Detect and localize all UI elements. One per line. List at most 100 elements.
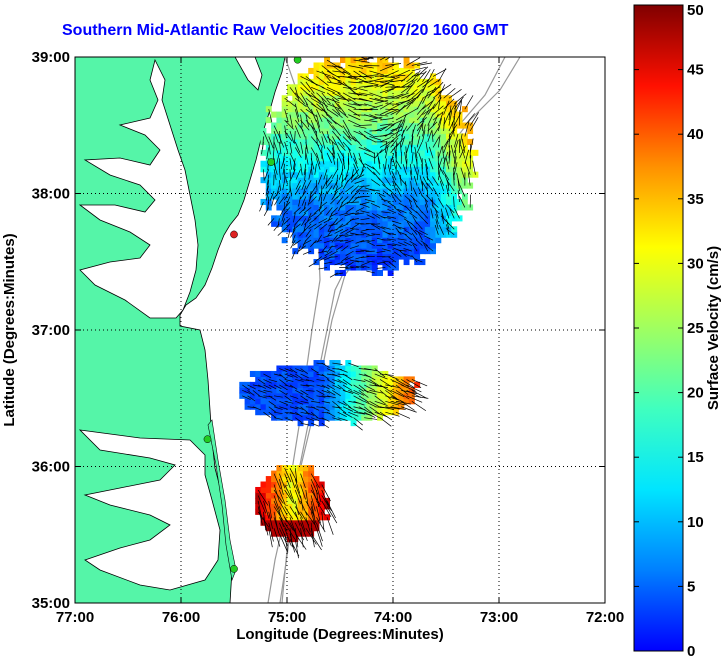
velocity-arrow xyxy=(414,146,418,159)
velocity-cell xyxy=(345,188,352,195)
velocity-arrow xyxy=(273,169,277,181)
velocity-arrow xyxy=(310,163,313,175)
velocity-arrow xyxy=(305,384,315,387)
velocity-arrow xyxy=(268,511,273,529)
velocity-arrow xyxy=(348,406,359,413)
velocity-arrow xyxy=(353,114,367,116)
velocity-arrow xyxy=(310,484,317,501)
velocity-arrow xyxy=(376,152,381,164)
velocity-cell xyxy=(403,67,410,74)
velocity-arrow xyxy=(316,109,323,122)
velocity-arrow xyxy=(358,152,363,165)
velocity-cell xyxy=(393,248,399,255)
velocity-arrow xyxy=(360,231,370,236)
velocity-arrow xyxy=(363,130,376,138)
velocity-arrow xyxy=(401,79,415,88)
velocity-cell xyxy=(292,215,299,222)
velocity-arrow xyxy=(293,163,296,175)
velocity-cell xyxy=(313,166,320,173)
velocity-arrow xyxy=(326,97,340,104)
velocity-cell xyxy=(355,253,362,260)
velocity-arrow xyxy=(353,163,359,175)
velocity-cell xyxy=(377,198,383,206)
velocity-cell xyxy=(281,215,288,222)
velocity-cell xyxy=(292,193,299,200)
velocity-arrow xyxy=(453,173,455,186)
velocity-arrow xyxy=(348,97,361,107)
velocity-cell xyxy=(302,381,309,388)
velocity-arrow xyxy=(366,241,375,246)
velocity-arrow xyxy=(366,166,375,175)
velocity-arrow xyxy=(298,196,301,207)
velocity-arrow xyxy=(349,266,359,268)
velocity-cell xyxy=(313,62,320,69)
velocity-cell xyxy=(276,365,283,372)
velocity-arrow xyxy=(397,231,407,236)
velocity-arrow xyxy=(274,196,280,206)
velocity-arrow xyxy=(289,528,293,548)
velocity-arrow xyxy=(342,70,357,79)
velocity-cell xyxy=(292,177,299,184)
velocity-cell xyxy=(318,503,325,510)
velocity-cell xyxy=(446,209,452,216)
velocity-cell xyxy=(329,409,336,416)
velocity-arrow xyxy=(376,225,386,230)
velocity-arrow xyxy=(410,222,418,230)
velocity-cell xyxy=(382,188,389,195)
velocity-arrow xyxy=(355,239,365,244)
velocity-arrow xyxy=(353,411,366,415)
velocity-arrow xyxy=(353,136,363,147)
velocity-arrow xyxy=(266,147,270,160)
velocity-arrow xyxy=(257,506,263,525)
velocity-arrow xyxy=(337,411,347,418)
velocity-arrow xyxy=(266,180,270,191)
velocity-arrow xyxy=(406,57,421,66)
velocity-arrow xyxy=(316,384,326,388)
velocity-cell xyxy=(355,414,362,421)
velocity-cell xyxy=(403,259,410,266)
velocity-cell xyxy=(403,144,410,151)
velocity-arrow xyxy=(411,136,414,148)
velocity-arrow xyxy=(393,251,402,257)
velocity-cell xyxy=(408,95,415,102)
velocity-cell xyxy=(281,133,288,140)
velocity-arrow xyxy=(291,250,296,260)
velocity-arrow xyxy=(372,166,381,175)
velocity-arrow xyxy=(326,108,339,117)
velocity-arrow xyxy=(308,212,317,219)
velocity-arrow xyxy=(294,468,298,483)
velocity-cell xyxy=(308,226,315,233)
velocity-arrow xyxy=(300,384,310,387)
velocity-arrow xyxy=(321,114,333,124)
velocity-cell xyxy=(408,122,415,129)
velocity-arrow xyxy=(276,185,280,196)
velocity-arrow xyxy=(353,125,367,129)
velocity-arrow xyxy=(445,220,455,230)
velocity-arrow xyxy=(411,129,414,142)
velocity-arrow xyxy=(283,207,291,216)
velocity-arrow xyxy=(442,145,444,159)
velocity-arrow xyxy=(326,368,336,373)
velocity-arrow xyxy=(330,207,338,215)
velocity-arrow xyxy=(395,390,410,400)
velocity-cell xyxy=(297,465,304,472)
velocity-arrow xyxy=(364,417,378,420)
velocity-arrow xyxy=(334,228,344,234)
velocity-cell xyxy=(302,392,309,399)
velocity-arrow xyxy=(294,87,300,101)
velocity-arrow xyxy=(334,272,344,275)
y-tick-label: 37:00 xyxy=(32,322,70,339)
velocity-cell xyxy=(271,111,277,118)
velocity-arrow xyxy=(337,400,347,406)
map-title: Southern Mid-Atlantic Raw Velocities 200… xyxy=(62,22,509,39)
velocity-cell xyxy=(281,209,288,216)
velocity-arrow xyxy=(294,141,301,153)
velocity-cell xyxy=(313,84,320,91)
colorbar-tick-label: 0 xyxy=(687,643,695,659)
velocity-cell xyxy=(440,177,447,184)
velocity-arrow xyxy=(379,88,394,94)
velocity-arrow xyxy=(422,130,426,143)
velocity-arrow xyxy=(242,384,250,391)
velocity-arrow xyxy=(268,400,277,407)
velocity-cell xyxy=(308,237,315,244)
